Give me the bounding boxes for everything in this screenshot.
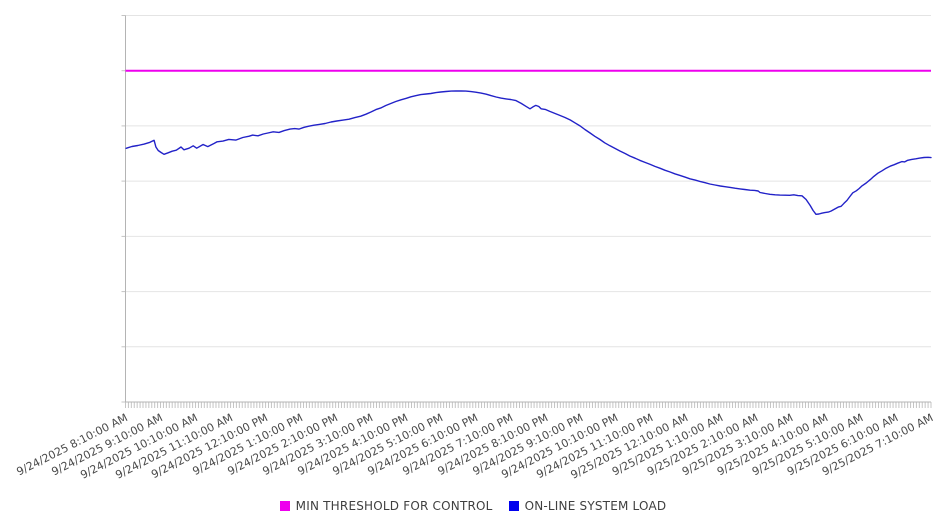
legend-label-min-threshold: MIN THRESHOLD FOR CONTROL [295, 499, 493, 513]
x-axis-labels: 9/24/2025 8:10:00 AM9/24/2025 9:10:00 AM… [15, 411, 936, 482]
blue-square-icon [508, 501, 519, 511]
magenta-square-icon [279, 501, 290, 511]
load-line [125, 90, 932, 216]
x-axis-minor-ticks [125, 402, 932, 408]
gridlines [125, 15, 931, 403]
legend: MIN THRESHOLD FOR CONTROL ON-LINE SYSTEM… [0, 499, 946, 513]
legend-label-system-load: ON-LINE SYSTEM LOAD [524, 499, 667, 513]
legend-item-min-threshold: MIN THRESHOLD FOR CONTROL [279, 499, 493, 513]
legend-item-system-load: ON-LINE SYSTEM LOAD [508, 499, 667, 513]
y-axis-ticks [121, 15, 126, 403]
